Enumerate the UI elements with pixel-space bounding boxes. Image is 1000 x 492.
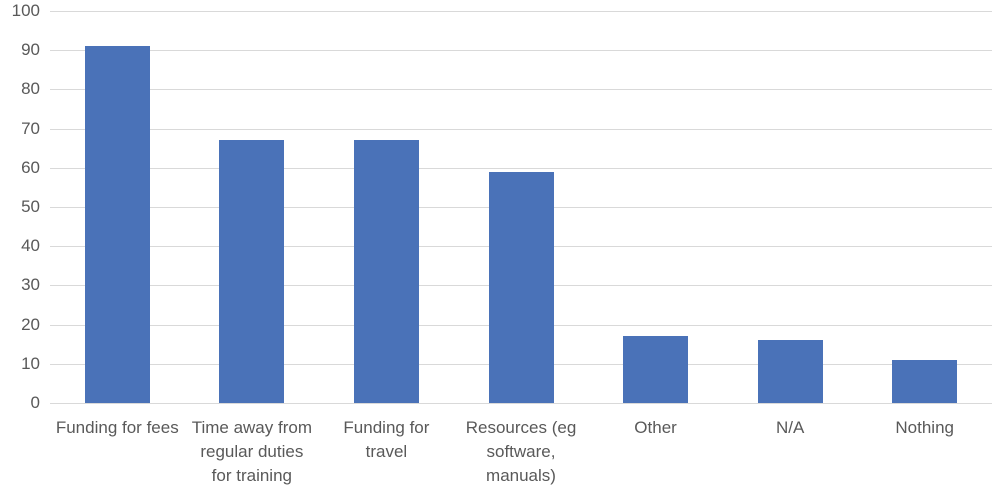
bar [757, 340, 823, 403]
x-category-label: Funding for travel [343, 418, 430, 461]
y-tick-label: 10 [21, 354, 40, 373]
bar [623, 336, 689, 403]
y-tick-label: 0 [30, 393, 40, 412]
y-tick-label: 100 [11, 1, 40, 20]
y-tick-label: 80 [21, 79, 40, 98]
y-tick-label: 40 [21, 236, 40, 255]
gridline [50, 403, 992, 404]
gridline [50, 11, 992, 12]
x-category-label: N/A [775, 418, 805, 437]
y-tick-label: 20 [21, 315, 40, 334]
y-tick-label: 70 [21, 119, 40, 138]
bar [84, 46, 150, 403]
gridline [50, 168, 992, 169]
y-tick-label: 60 [21, 158, 40, 177]
bar [488, 171, 554, 403]
bar [353, 140, 419, 403]
y-tick-label: 50 [21, 197, 40, 216]
y-tick-label: 90 [21, 40, 40, 59]
gridline [50, 50, 992, 51]
x-category-label: Nothing [895, 418, 954, 437]
gridline [50, 129, 992, 130]
x-category-label: Time away from regular duties for traini… [191, 418, 312, 485]
bar [892, 359, 958, 403]
bar [219, 140, 285, 403]
x-category-label: Other [634, 418, 677, 437]
gridline [50, 89, 992, 90]
x-category-label: Funding for fees [55, 418, 179, 437]
x-category-label: Resources (eg software, manuals) [465, 418, 577, 485]
y-tick-label: 30 [21, 275, 40, 294]
